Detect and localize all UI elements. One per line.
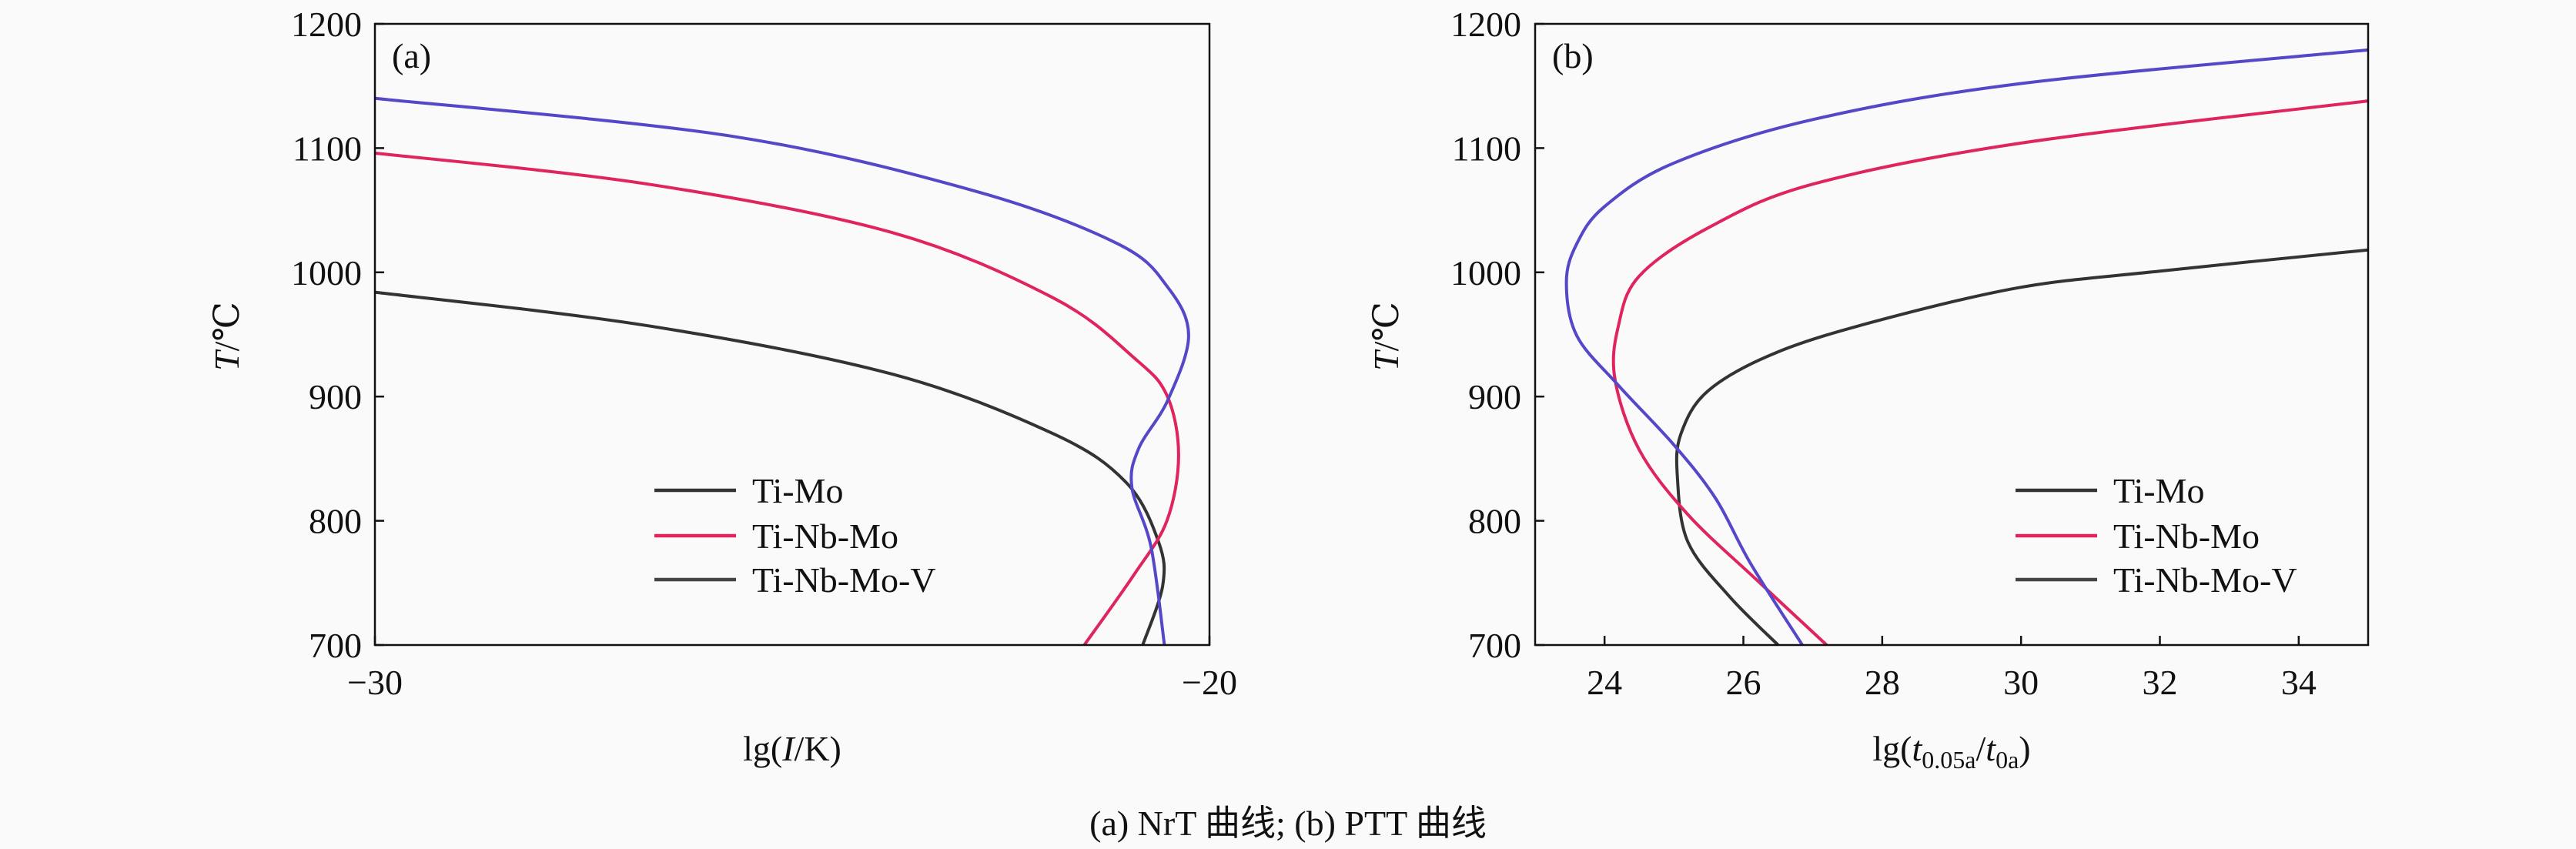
panel-a-ylabel: T/℃: [207, 302, 246, 371]
panel-a-series-ti-nb-mo-v: [374, 96, 1190, 646]
legend-label-ti-nb-mo: Ti-Nb-Mo: [752, 516, 898, 556]
panel-b-ytick-label: 700: [1468, 626, 1521, 665]
panel-a-plot-frame: [373, 22, 1211, 647]
legend-label-ti-nb-mo-v: Ti-Nb-Mo-V: [752, 560, 936, 600]
panel-b-ytick-label: 1100: [1452, 129, 1521, 168]
panel-a-series-ti-mo: [374, 290, 1166, 646]
legend-label-ti-nb-mo: Ti-Nb-Mo: [2113, 516, 2260, 556]
panel-a-xlabel: lg(I/K): [743, 729, 841, 768]
panel-b-ytick-label: 900: [1468, 377, 1521, 416]
panel-b-series-ti-nb-mo: [1611, 99, 2369, 647]
panel-a-xtick-label: −30: [347, 663, 403, 702]
panel-b-series-ti-mo: [1674, 248, 2369, 647]
panel-b-xtick-label: 32: [2143, 663, 2178, 702]
panel-b-chart: 700 800 900 1000 1100 1200 24 26 28 30 32 34 (b) Ti-M…: [1450, 5, 2370, 702]
panel-b-ylabel: T/℃: [1367, 302, 1406, 371]
legend-label-ti-mo: Ti-Mo: [2113, 471, 2204, 510]
panel-a-label: (a): [392, 36, 431, 75]
panel-a-ytick-label: 700: [309, 626, 362, 665]
panel-b-xtick-label: 26: [1726, 663, 1761, 702]
panel-b-xlabel: lg(t0.05a/t0a): [1872, 729, 2030, 774]
figure-caption: (a) NrT 曲线; (b) PTT 曲线: [1089, 804, 1487, 843]
panel-a-ytick-label: 900: [309, 377, 362, 416]
panel-a-ytick-label: 1100: [293, 129, 362, 168]
panel-a-chart: 700 800 900 1000 1100 1200 −30 −20 (a) Ti-Mo Ti-Nb…: [291, 5, 1237, 702]
panel-a-series-ti-nb-mo: [374, 151, 1180, 647]
panel-b-xtick-label: 34: [2281, 663, 2317, 702]
panel-a-ytick-label: 1200: [291, 5, 362, 44]
panel-a-ytick-label: 1000: [291, 253, 362, 292]
panel-b-ytick-label: 1000: [1450, 253, 1521, 292]
panel-b-series-ti-nb-mo-v: [1564, 48, 2369, 647]
panel-b-ytick-label: 1200: [1450, 5, 1521, 44]
panel-b-xtick-label: 28: [1865, 663, 1900, 702]
panel-a-ytick-label: 800: [309, 502, 362, 541]
panel-b-plot-frame: [1534, 22, 2370, 647]
panel-b-xtick-label: 24: [1587, 663, 1622, 702]
panel-a-xtick-label: −20: [1182, 663, 1237, 702]
panel-b-label: (b): [1552, 36, 1594, 75]
legend-label-ti-nb-mo-v: Ti-Nb-Mo-V: [2113, 560, 2297, 600]
panel-b-xtick-label: 30: [2003, 663, 2039, 702]
legend-label-ti-mo: Ti-Mo: [752, 471, 843, 510]
panel-b-ytick-label: 800: [1468, 502, 1521, 541]
